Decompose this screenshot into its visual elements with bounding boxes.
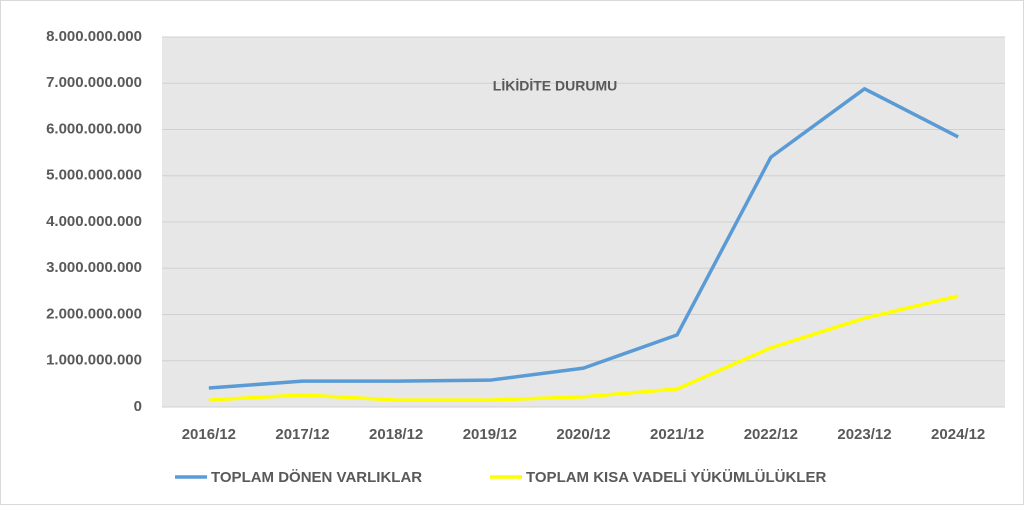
y-tick-label: 6.000.000.000	[46, 120, 142, 137]
x-tick-label: 2023/12	[837, 426, 891, 443]
line-series	[208, 87, 959, 390]
y-tick-label: 7.000.000.000	[46, 74, 142, 91]
chart-title: LİKİDİTE DURUMU	[493, 78, 617, 94]
y-tick-label: 8.000.000.000	[46, 28, 142, 45]
x-tick-label: 2022/12	[744, 426, 798, 443]
y-tick-label: 5.000.000.000	[46, 167, 142, 184]
y-tick-label: 2.000.000.000	[46, 305, 142, 322]
y-tick-label: 3.000.000.000	[46, 259, 142, 276]
legend-label: TOPLAM KISA VADELİ YÜKÜMLÜLÜKLER	[526, 469, 826, 486]
y-tick-label: 1.000.000.000	[46, 352, 142, 369]
x-tick-label: 2017/12	[275, 426, 329, 443]
x-tick-label: 2021/12	[650, 426, 704, 443]
x-tick-label: 2018/12	[369, 426, 423, 443]
legend-label: TOPLAM DÖNEN VARLIKLAR	[211, 469, 422, 486]
x-tick-label: 2019/12	[463, 426, 517, 443]
x-tick-label: 2016/12	[182, 426, 236, 443]
x-tick-label: 2020/12	[556, 426, 610, 443]
y-tick-label: 0	[134, 398, 142, 415]
y-tick-label: 4.000.000.000	[46, 213, 142, 230]
x-tick-label: 2024/12	[931, 426, 985, 443]
line-series	[208, 294, 959, 402]
